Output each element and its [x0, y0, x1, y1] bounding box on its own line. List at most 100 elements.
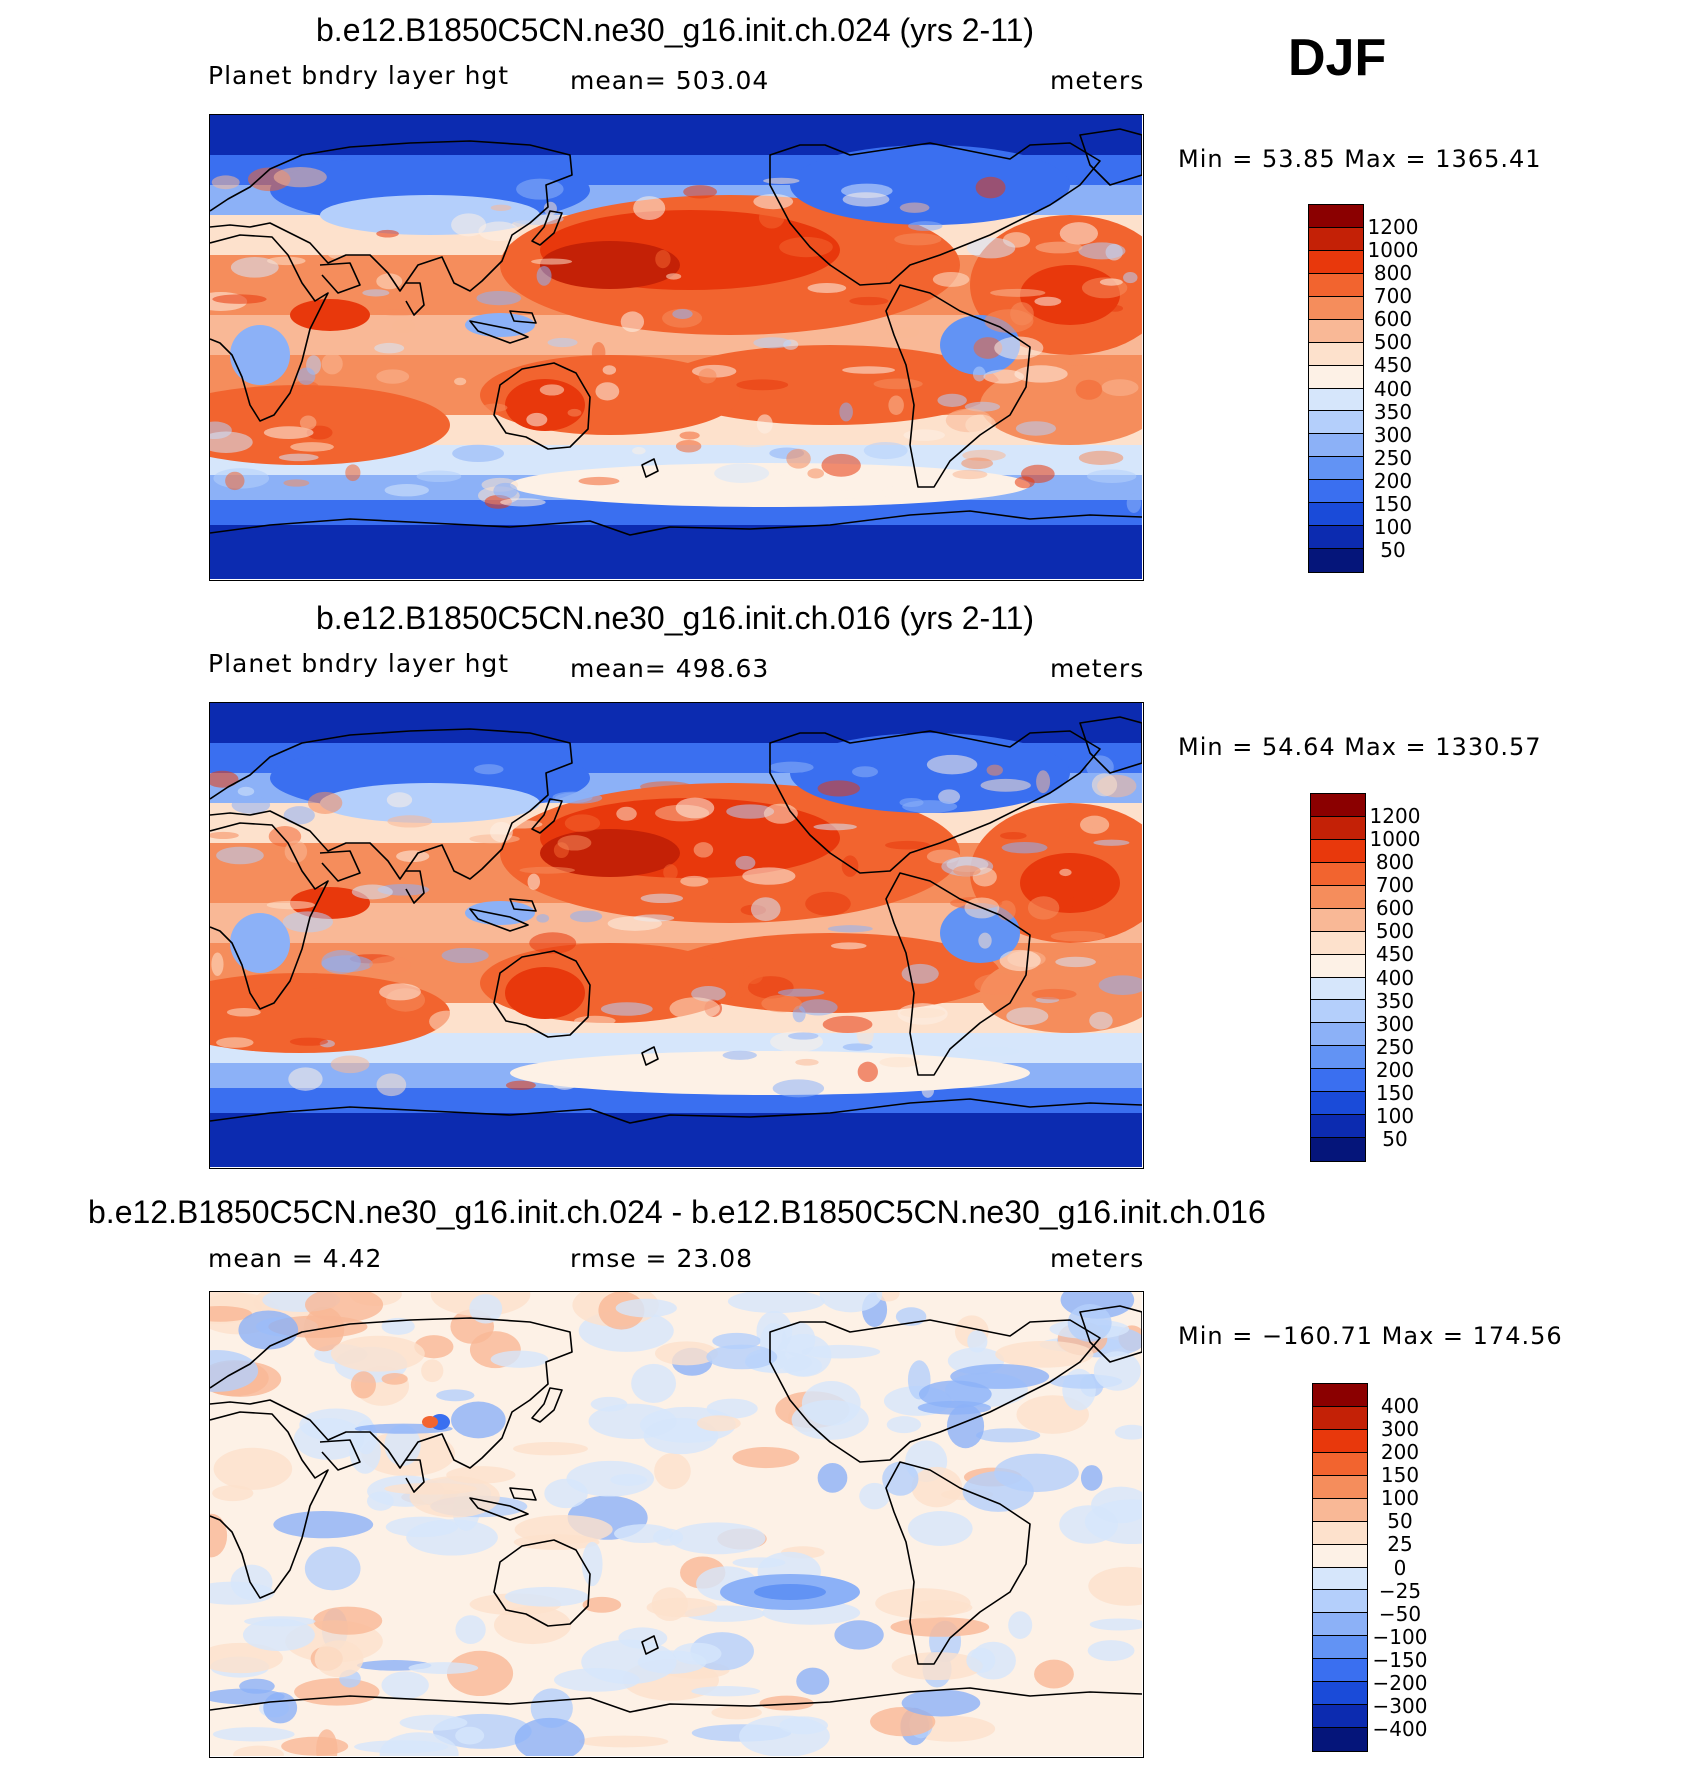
colorbar-tick-label: −150: [1372, 1647, 1428, 1672]
colorbar-swatch: [1309, 227, 1363, 251]
colorbar-swatch: [1311, 1069, 1365, 1093]
colorbar-swatch: [1313, 1498, 1367, 1522]
colorbar-swatch: [1313, 1659, 1367, 1683]
colorbar-swatch: [1313, 1682, 1367, 1706]
colorbar-tick-label: 100: [1380, 1486, 1420, 1511]
colorbar-tick-label: 350: [1373, 399, 1413, 424]
colorbar-tick-label: 150: [1373, 491, 1413, 516]
colorbar-swatch: [1309, 250, 1363, 274]
panel-2-map: [209, 702, 1144, 1169]
panel-3-units-label: meters: [1050, 1244, 1145, 1273]
colorbar-swatch: [1313, 1613, 1367, 1637]
colorbar-tick-label: 500: [1375, 919, 1415, 944]
colorbar-swatch: [1311, 1092, 1365, 1116]
panel-2-mean-label: mean= 498.63: [570, 654, 770, 683]
colorbar-tick-label: 200: [1380, 1440, 1420, 1465]
panel-3-rmse-label: rmse = 23.08: [570, 1244, 754, 1273]
panel-1-colorbar: [1308, 204, 1364, 573]
colorbar-tick-label: 1000: [1369, 827, 1421, 852]
panel-3-minmax: Min = −160.71 Max = 174.56: [1178, 1322, 1563, 1350]
colorbar-swatch: [1309, 434, 1363, 458]
colorbar-swatch: [1311, 908, 1365, 932]
colorbar-swatch: [1311, 1138, 1365, 1161]
panel-1-title: b.e12.B1850C5CN.ne30_g16.init.ch.024 (yr…: [316, 12, 1035, 48]
colorbar-swatch: [1311, 1046, 1365, 1070]
colorbar-tick-label: 600: [1375, 896, 1415, 921]
colorbar-swatch: [1311, 1115, 1365, 1139]
colorbar-swatch: [1311, 1023, 1365, 1047]
colorbar-tick-label: −200: [1372, 1670, 1428, 1695]
colorbar-swatch: [1311, 1000, 1365, 1024]
colorbar-tick-label: 100: [1375, 1103, 1415, 1128]
panel-3-map: [209, 1291, 1144, 1758]
colorbar-tick-label: 250: [1373, 445, 1413, 470]
colorbar-swatch: [1313, 1728, 1367, 1751]
colorbar-tick-label: 200: [1375, 1057, 1415, 1082]
colorbar-tick-label: 0: [1393, 1555, 1407, 1580]
panel-1-field-label: Planet bndry layer hgt: [208, 61, 510, 90]
colorbar-swatch: [1311, 931, 1365, 955]
colorbar-swatch: [1309, 411, 1363, 435]
colorbar-swatch: [1313, 1452, 1367, 1476]
colorbar-tick-label: 600: [1373, 307, 1413, 332]
colorbar-swatch: [1309, 296, 1363, 320]
colorbar-tick-label: −100: [1372, 1624, 1428, 1649]
colorbar-tick-label: 100: [1373, 514, 1413, 539]
colorbar-tick-label: 450: [1373, 353, 1413, 378]
colorbar-tick-label: 350: [1375, 988, 1415, 1013]
colorbar-swatch: [1313, 1544, 1367, 1568]
colorbar-swatch: [1309, 549, 1363, 572]
colorbar-tick-label: 700: [1373, 284, 1413, 309]
panel-2-title: b.e12.B1850C5CN.ne30_g16.init.ch.016 (yr…: [316, 600, 1035, 636]
colorbar-swatch: [1311, 977, 1365, 1001]
colorbar-swatch: [1309, 273, 1363, 297]
colorbar-tick-label: 800: [1375, 850, 1415, 875]
colorbar-tick-label: 400: [1380, 1394, 1420, 1419]
panel-1-units-label: meters: [1050, 66, 1145, 95]
colorbar-tick-label: 250: [1375, 1034, 1415, 1059]
colorbar-swatch: [1313, 1406, 1367, 1430]
colorbar-tick-label: 150: [1380, 1463, 1420, 1488]
colorbar-tick-label: 1200: [1369, 804, 1421, 829]
colorbar-tick-label: 400: [1373, 376, 1413, 401]
colorbar-tick-label: 25: [1387, 1532, 1413, 1557]
colorbar-tick-label: −400: [1372, 1716, 1428, 1741]
colorbar-swatch: [1309, 503, 1363, 527]
colorbar-swatch: [1311, 954, 1365, 978]
colorbar-swatch: [1313, 1429, 1367, 1453]
colorbar-swatch: [1313, 1475, 1367, 1499]
colorbar-swatch: [1309, 319, 1363, 343]
colorbar-tick-label: 300: [1380, 1417, 1420, 1442]
colorbar-swatch: [1313, 1636, 1367, 1660]
colorbar-tick-label: −300: [1372, 1693, 1428, 1718]
colorbar-swatch: [1311, 794, 1365, 817]
panel-3-colorbar: [1312, 1383, 1368, 1752]
colorbar-tick-label: 800: [1373, 261, 1413, 286]
colorbar-swatch: [1309, 526, 1363, 550]
colorbar-tick-label: 300: [1375, 1011, 1415, 1036]
colorbar-tick-label: −25: [1378, 1578, 1422, 1603]
colorbar-swatch: [1313, 1521, 1367, 1545]
colorbar-swatch: [1309, 480, 1363, 504]
colorbar-swatch: [1311, 816, 1365, 840]
colorbar-tick-label: 450: [1375, 942, 1415, 967]
colorbar-tick-label: 150: [1375, 1080, 1415, 1105]
panel-1-map: [209, 114, 1144, 581]
colorbar-swatch: [1309, 205, 1363, 228]
colorbar-tick-label: 300: [1373, 422, 1413, 447]
colorbar-swatch: [1313, 1590, 1367, 1614]
panel-1-mean-label: mean= 503.04: [570, 66, 770, 95]
colorbar-swatch: [1313, 1567, 1367, 1591]
colorbar-tick-label: 200: [1373, 468, 1413, 493]
panel-2-minmax: Min = 54.64 Max = 1330.57: [1178, 733, 1542, 761]
panel-2-colorbar: [1310, 793, 1366, 1162]
colorbar-swatch: [1309, 388, 1363, 412]
colorbar-tick-label: 1000: [1367, 238, 1419, 263]
panel-2-field-label: Planet bndry layer hgt: [208, 649, 510, 678]
colorbar-swatch: [1311, 862, 1365, 886]
colorbar-swatch: [1311, 839, 1365, 863]
colorbar-tick-label: 500: [1373, 330, 1413, 355]
colorbar-swatch: [1313, 1705, 1367, 1729]
colorbar-swatch: [1309, 457, 1363, 481]
panel-3-title: b.e12.B1850C5CN.ne30_g16.init.ch.024 - b…: [88, 1194, 1266, 1230]
